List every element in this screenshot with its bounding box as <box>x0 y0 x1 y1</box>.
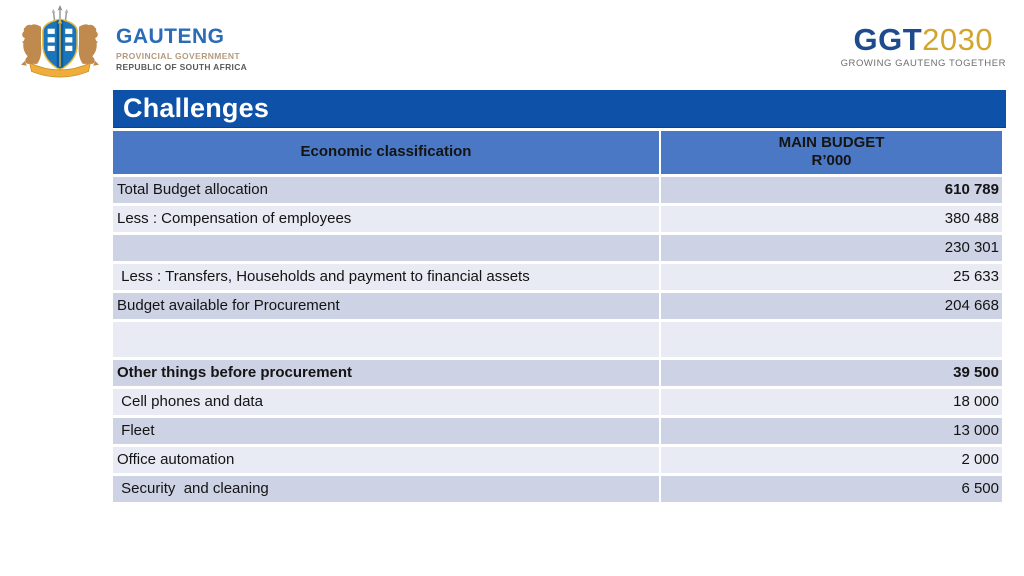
table-row: Total Budget allocation 610 789 <box>113 175 1002 206</box>
budget-table: Economic classification MAIN BUDGET R’00… <box>113 131 1002 505</box>
row-value: 25 633 <box>660 262 1002 293</box>
gauteng-coat-of-arms-icon <box>21 4 99 78</box>
row-value <box>660 320 1002 360</box>
row-label: Budget available for Procurement <box>113 291 661 322</box>
row-value: 2 000 <box>660 445 1002 476</box>
row-label: Security and cleaning <box>113 474 661 505</box>
row-value: 39 500 <box>660 358 1002 389</box>
row-label: Other things before procurement <box>113 358 661 389</box>
row-value: 204 668 <box>660 291 1002 322</box>
table-row: 230 301 <box>113 233 1002 264</box>
row-value: 18 000 <box>660 387 1002 418</box>
row-label: Less : Transfers, Households and payment… <box>113 262 661 293</box>
row-value: 230 301 <box>660 233 1002 264</box>
main-budget-header-line2: R’000 <box>811 152 852 170</box>
ggt2030-wordmark: GGT2030 <box>853 24 993 55</box>
row-label: Cell phones and data <box>113 387 661 418</box>
row-value: 380 488 <box>660 204 1002 235</box>
table-row: Other things before procurement 39 500 <box>113 358 1002 389</box>
table-row: Budget available for Procurement 204 668 <box>113 291 1002 322</box>
table-row: Less : Transfers, Households and payment… <box>113 262 1002 293</box>
row-label <box>113 320 661 360</box>
row-label: Total Budget allocation <box>113 175 661 206</box>
table-row <box>113 320 1002 360</box>
gauteng-logo-text: GAUTENG PROVINCIAL GOVERNMENT REPUBLIC O… <box>116 25 248 72</box>
column-header-main-budget: MAIN BUDGET R’000 <box>660 131 1002 177</box>
slide-title-bar: Challenges <box>113 90 1006 128</box>
row-label: Fleet <box>113 416 661 447</box>
gauteng-logo: GAUTENG PROVINCIAL GOVERNMENT REPUBLIC O… <box>12 4 247 80</box>
gauteng-logo-subtitle-1: PROVINCIAL GOVERNMENT <box>116 50 240 61</box>
ggt2030-abbr: GGT <box>853 22 923 57</box>
column-header-economic-classification: Economic classification <box>113 131 661 177</box>
budget-table-rows: Total Budget allocation 610 789 Less : Com… <box>113 175 1002 505</box>
row-value: 6 500 <box>660 474 1002 505</box>
main-budget-header-line1: MAIN BUDGET <box>778 133 885 151</box>
row-label: Less : Compensation of employees <box>113 204 661 235</box>
ggt2030-year: 2030 <box>922 22 994 57</box>
table-row: Cell phones and data 18 000 <box>113 387 1002 418</box>
gauteng-logo-name: GAUTENG <box>116 25 225 49</box>
table-row: Office automation 2 000 <box>113 445 1002 476</box>
table-row: Fleet 13 000 <box>113 416 1002 447</box>
table-header-row: Economic classification MAIN BUDGET R’00… <box>113 131 1002 177</box>
table-row: Less : Compensation of employees 380 488 <box>113 204 1002 235</box>
row-value: 610 789 <box>660 175 1002 206</box>
ggt2030-logo: GGT2030 GROWING GAUTENG TOGETHER <box>841 24 1006 69</box>
page-title: Challenges <box>123 93 270 123</box>
row-label: Office automation <box>113 445 661 476</box>
gauteng-logo-subtitle-2: REPUBLIC OF SOUTH AFRICA <box>116 61 248 72</box>
row-value: 13 000 <box>660 416 1002 447</box>
row-label <box>113 233 661 264</box>
ggt2030-tagline: GROWING GAUTENG TOGETHER <box>840 58 1006 69</box>
table-row: Security and cleaning 6 500 <box>113 474 1002 505</box>
